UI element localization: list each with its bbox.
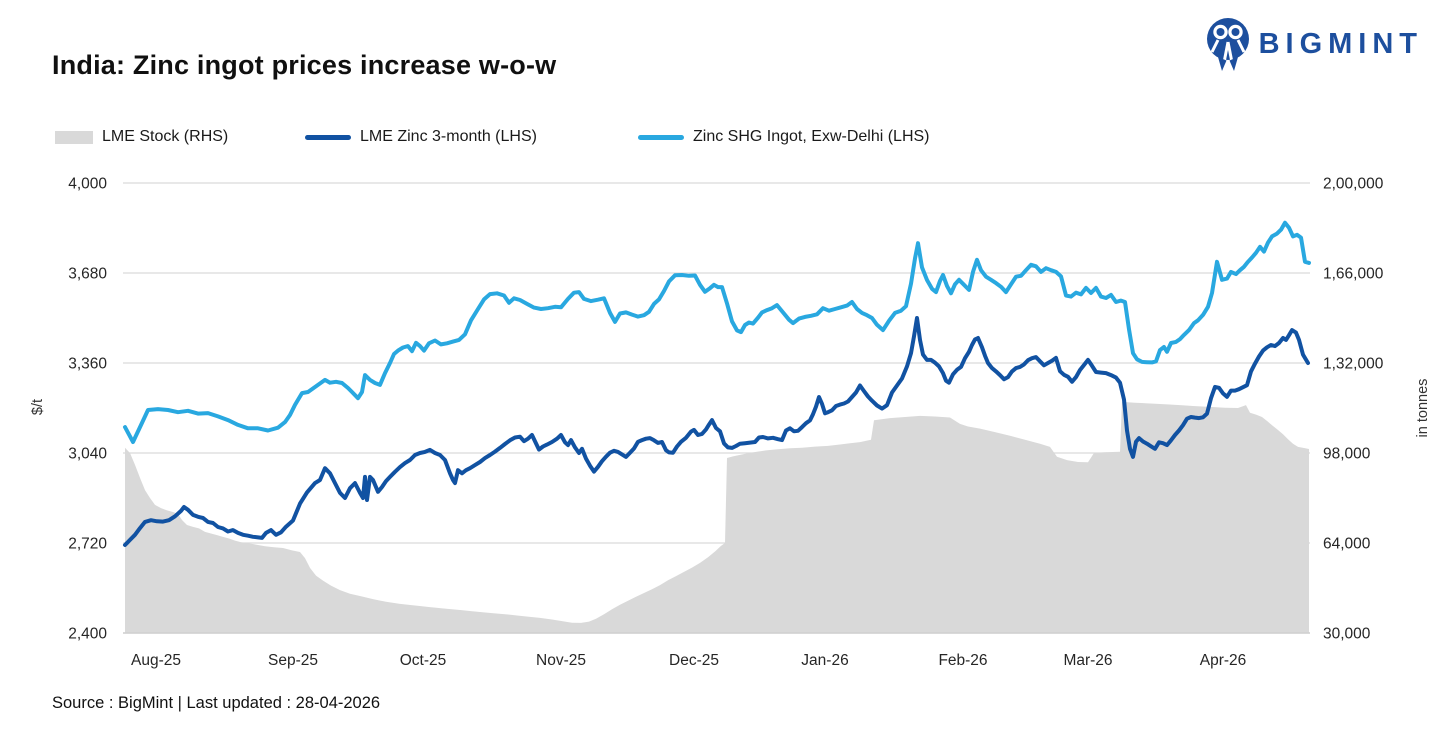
page-title: India: Zinc ingot prices increase w-o-w [52,50,557,80]
x-axis-label: Oct-25 [400,652,447,669]
left-axis-tick: 3,040 [68,446,107,463]
lme-stock-swatch [55,130,93,144]
left-axis-tick: 2,720 [68,536,107,553]
x-axis-label: Feb-26 [938,652,987,669]
x-axis-label: Jan-26 [801,652,848,669]
x-axis-label: Sep-25 [268,652,318,669]
bigmint-logo: BIGMINT [1205,16,1423,72]
right-axis-title: in tonnes [1415,379,1431,438]
legend-label: Zinc SHG Ingot, Exw-Delhi (LHS) [693,128,930,145]
left-axis-title: $/t [30,399,46,415]
x-axis-label: Dec-25 [669,652,719,669]
right-axis-tick: 1,66,000 [1323,266,1384,283]
area-lme-stock [125,401,1309,633]
x-axis-label: Aug-25 [131,652,181,669]
right-axis-tick: 2,00,000 [1323,176,1384,193]
legend-item-zinc-shg: Zinc SHG Ingot, Exw-Delhi (LHS) [638,126,930,148]
x-axis-label: Apr-26 [1200,652,1247,669]
left-axis-tick: 3,360 [68,356,107,373]
line-series-0 [123,316,1310,547]
x-axis-label: Nov-25 [536,652,586,669]
right-axis-tick: 64,000 [1323,536,1371,553]
left-axis-tick: 2,400 [68,626,107,643]
line-series-1 [123,220,1311,444]
left-axis-tick: 3,680 [68,266,107,283]
legend-label: LME Zinc 3-month (LHS) [360,128,537,145]
bigmint-wordmark: BIGMINT [1258,27,1423,60]
left-axis-tick: 4,000 [68,176,107,193]
bigmint-people-icon [1206,18,1249,71]
chart-legend: LME Stock (RHS) LME Zinc 3-month (LHS) Z… [0,126,1445,148]
zinc-shg-swatch [638,134,684,140]
legend-item-lme-zinc: LME Zinc 3-month (LHS) [305,126,537,148]
legend-label: LME Stock (RHS) [102,128,229,145]
right-axis-tick: 30,000 [1323,626,1371,643]
right-axis-tick: 98,000 [1323,446,1371,463]
source-note: Source : BigMint | Last updated : 28-04-… [52,694,381,712]
right-axis-tick: 1,32,000 [1323,356,1384,373]
x-axis-label: Mar-26 [1063,652,1112,669]
lme-zinc-swatch [305,134,351,140]
legend-item-lme-stock: LME Stock (RHS) [55,126,228,148]
